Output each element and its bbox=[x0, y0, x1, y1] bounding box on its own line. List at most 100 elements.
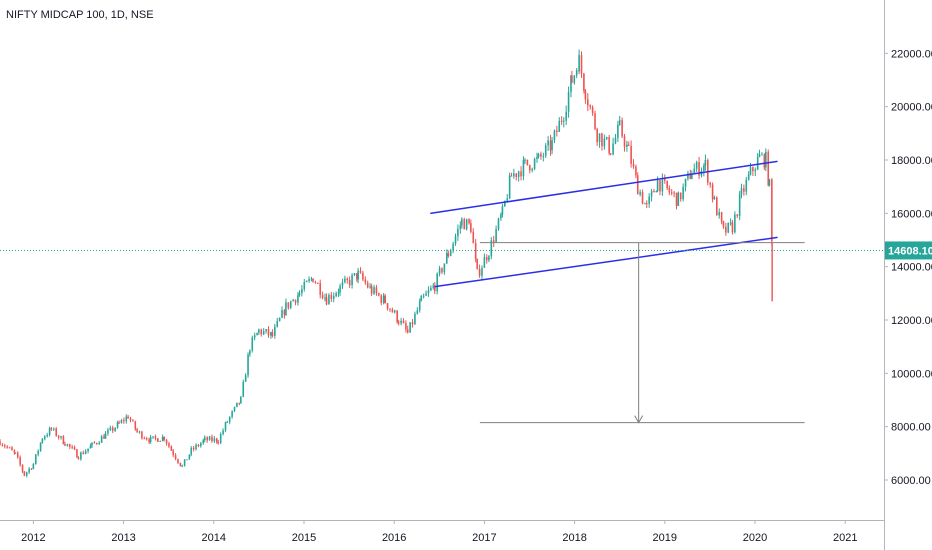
candle-body bbox=[0, 441, 1, 445]
candle-body bbox=[386, 303, 389, 309]
candle-body bbox=[177, 459, 179, 463]
candle-body bbox=[409, 322, 411, 333]
candle-body bbox=[693, 168, 696, 175]
trendline[interactable] bbox=[434, 236, 778, 288]
candle-body bbox=[62, 436, 65, 445]
candle-body bbox=[648, 196, 650, 204]
candle-body bbox=[77, 457, 80, 460]
candle-body bbox=[603, 138, 606, 147]
candle-body bbox=[567, 92, 570, 112]
candle-body bbox=[370, 286, 373, 294]
candle-body bbox=[432, 285, 435, 288]
candle-body bbox=[679, 192, 682, 200]
candle-body bbox=[253, 335, 256, 338]
candle-body bbox=[76, 449, 78, 458]
time-tick-label: 2012 bbox=[21, 532, 45, 544]
price-tick-label: 14000.00 bbox=[891, 262, 932, 274]
candle-body bbox=[283, 310, 286, 315]
candle-body bbox=[433, 285, 436, 292]
candle-body bbox=[508, 175, 511, 199]
candle-body bbox=[19, 457, 21, 465]
candle-body bbox=[154, 436, 157, 439]
candle-body bbox=[449, 250, 452, 256]
time-axis[interactable]: 2012 2013 2014 2015 2016 2017 2018 2019 2020 2021 bbox=[21, 520, 857, 544]
candle-body bbox=[217, 442, 220, 444]
candle-body bbox=[317, 282, 319, 284]
candle-body bbox=[328, 295, 330, 305]
candle-body bbox=[608, 137, 610, 154]
candle-body bbox=[303, 281, 306, 290]
candle-body bbox=[141, 431, 143, 439]
candle-body bbox=[324, 297, 326, 299]
candle-body bbox=[596, 129, 598, 143]
candle-body bbox=[441, 268, 443, 273]
candle-body bbox=[570, 75, 572, 93]
candle-body bbox=[670, 192, 673, 194]
candle-body bbox=[763, 154, 766, 168]
candle-body bbox=[249, 350, 251, 355]
candle-body bbox=[711, 184, 714, 200]
candle-body bbox=[351, 275, 353, 286]
candle-body bbox=[114, 427, 116, 431]
candle-body bbox=[594, 113, 596, 130]
candle-body bbox=[389, 308, 391, 310]
candle-body bbox=[270, 332, 272, 336]
candle-body bbox=[378, 293, 380, 296]
candle-body bbox=[736, 214, 739, 216]
candle-body bbox=[589, 105, 592, 108]
candle-body bbox=[337, 292, 340, 294]
candle-body bbox=[82, 452, 85, 454]
annotations-layer bbox=[0, 160, 884, 424]
candle-body bbox=[357, 270, 359, 280]
candle-body bbox=[356, 273, 358, 280]
candle-body bbox=[244, 375, 247, 382]
candle-body bbox=[68, 444, 71, 447]
candle-body bbox=[558, 120, 561, 132]
candle-body bbox=[459, 225, 462, 229]
candle-body bbox=[382, 295, 385, 303]
candle-body bbox=[30, 468, 33, 470]
candle-body bbox=[161, 436, 164, 441]
candle-body bbox=[445, 253, 448, 264]
candle-body bbox=[650, 190, 653, 197]
candle-body bbox=[172, 450, 174, 456]
chart-title: NIFTY MIDCAP 100, 1D, NSE bbox=[6, 9, 154, 21]
candle-body bbox=[740, 188, 743, 195]
candle-body bbox=[506, 198, 509, 201]
candle-body bbox=[731, 222, 734, 233]
candle-body bbox=[470, 223, 472, 232]
candle-body bbox=[109, 427, 112, 430]
candle-body bbox=[13, 450, 16, 453]
candle-body bbox=[66, 444, 69, 446]
candle-body bbox=[55, 428, 58, 436]
candle-body bbox=[752, 167, 754, 172]
candle-body bbox=[627, 144, 630, 146]
candle-body bbox=[553, 130, 556, 141]
candle-body bbox=[132, 420, 134, 422]
price-axis[interactable]: 6000.00 8000.00 10000.00 12000.00 14000.00 16… bbox=[884, 48, 932, 487]
candle-body bbox=[416, 310, 419, 314]
candle-body bbox=[666, 180, 668, 189]
candle-body bbox=[271, 332, 274, 336]
candle-body bbox=[125, 416, 128, 422]
candle-body bbox=[39, 442, 42, 451]
candle-body bbox=[513, 173, 515, 177]
candle-body bbox=[598, 133, 601, 143]
candle-body bbox=[192, 447, 195, 450]
last-price-label: 14608.10 bbox=[888, 245, 932, 257]
candle-body bbox=[549, 140, 552, 151]
candle-body bbox=[123, 420, 125, 422]
candle-body bbox=[1, 444, 4, 446]
candle-body bbox=[149, 437, 152, 443]
candle-body bbox=[675, 192, 678, 206]
candle-body bbox=[575, 70, 578, 76]
candle-body bbox=[612, 143, 614, 155]
candle-body bbox=[305, 281, 308, 283]
candle-body bbox=[64, 444, 66, 446]
trendline[interactable] bbox=[430, 160, 778, 215]
candle-body bbox=[481, 267, 483, 276]
candle-body bbox=[465, 219, 468, 230]
candle-body bbox=[468, 219, 470, 224]
candle-body bbox=[645, 203, 648, 205]
